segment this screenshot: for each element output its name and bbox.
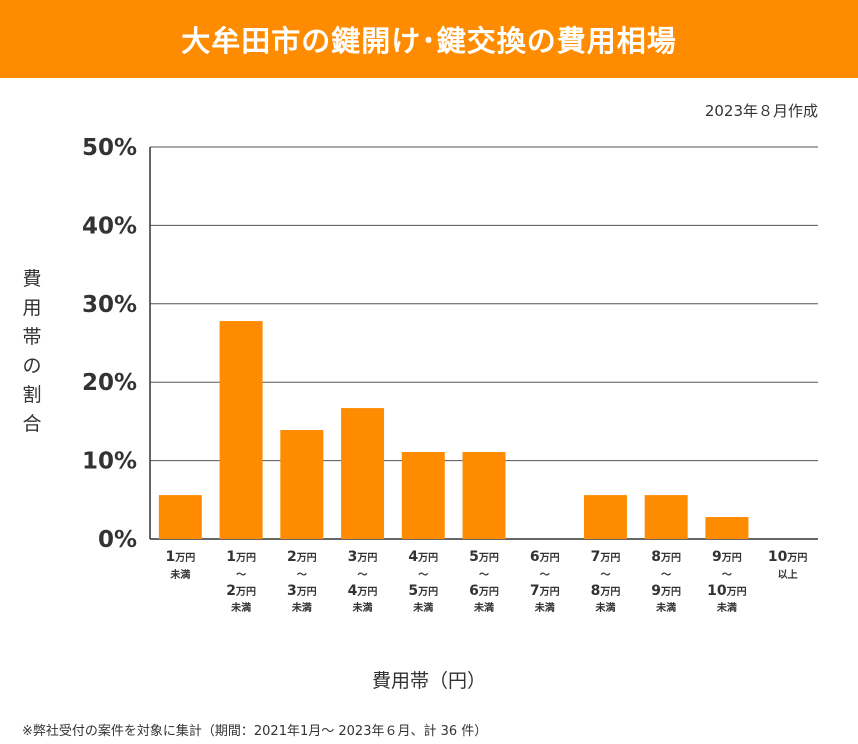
- y-tick-label: 20%: [82, 370, 137, 396]
- y-tick-label: 30%: [82, 292, 137, 318]
- date-note: 2023年８月作成: [704, 102, 818, 120]
- x-tick-label: 9万円～ 10万円 未満: [707, 549, 747, 615]
- bar: [219, 321, 263, 539]
- y-axis-label: 費用帯の割合: [22, 268, 42, 435]
- x-tick-label: 2万円～ 3万円 未満: [286, 549, 317, 615]
- bar: [401, 451, 445, 539]
- y-tick-label: 0%: [98, 527, 137, 553]
- x-tick-label: 1万円 未満: [165, 549, 196, 581]
- x-tick-label: 8万円～ 9万円 未満: [651, 549, 682, 615]
- x-tick-label: 4万円～ 5万円 未満: [408, 549, 439, 615]
- bar: [644, 495, 688, 539]
- y-tick-label: 50%: [82, 135, 137, 161]
- bar: [462, 451, 506, 539]
- x-tick-label: 1万円～ 2万円 未満: [226, 549, 256, 615]
- x-axis-label: 費用帯（円）: [371, 670, 486, 692]
- bar: [705, 517, 749, 539]
- x-tick-label: 10万円 以上: [767, 549, 808, 581]
- x-tick-label: 5万円～ 6万円 未満: [469, 549, 499, 615]
- footnote: ※弊社受付の案件を対象に集計（期間：2021年1月～ 2023年６月、計 36 …: [22, 724, 488, 739]
- bar: [280, 430, 324, 539]
- bar: [341, 408, 385, 539]
- y-tick-label: 10%: [82, 449, 137, 475]
- chart-title: 大牟田市の鍵開け･鍵交換の費用相場: [181, 24, 677, 58]
- y-tick-label: 40%: [82, 213, 137, 239]
- x-tick-label: 7万円～ 8万円 未満: [590, 549, 621, 615]
- bar: [158, 495, 202, 539]
- x-tick-label: 6万円～ 7万円 未満: [529, 549, 560, 615]
- bar: [583, 495, 627, 539]
- title-band: 大牟田市の鍵開け･鍵交換の費用相場: [0, 0, 858, 78]
- x-tick-label: 3万円～ 4万円 未満: [347, 549, 378, 615]
